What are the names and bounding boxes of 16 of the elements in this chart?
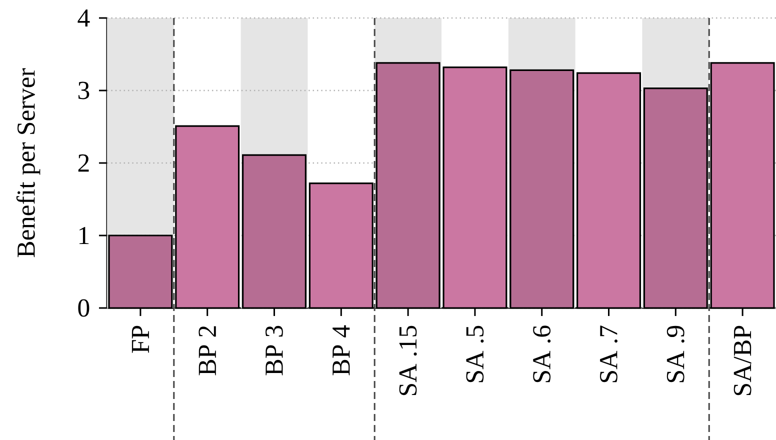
y-axis-title: Benefit per Server: [16, 68, 40, 258]
x-tick-label: SA .7: [600, 326, 618, 382]
y-tick-label: 4: [78, 9, 90, 27]
x-tick-label: SA .15: [399, 326, 417, 396]
x-tick-label: BP 4: [332, 325, 350, 376]
y-tick-label: 0: [78, 299, 90, 317]
y-tick-label: 3: [78, 82, 90, 100]
x-tick-label: SA/BP: [734, 326, 752, 396]
x-tick-label: BP 2: [198, 326, 216, 376]
y-tick-label: 1: [79, 226, 89, 244]
x-tick-label: FP: [132, 326, 149, 353]
x-tick-label: BP 3: [266, 326, 283, 376]
x-tick-label: SA .6: [533, 326, 551, 382]
x-tick-label: SA .5: [466, 326, 484, 382]
x-tick-label: SA .9: [666, 326, 684, 382]
y-tick-label: 2: [78, 154, 89, 172]
